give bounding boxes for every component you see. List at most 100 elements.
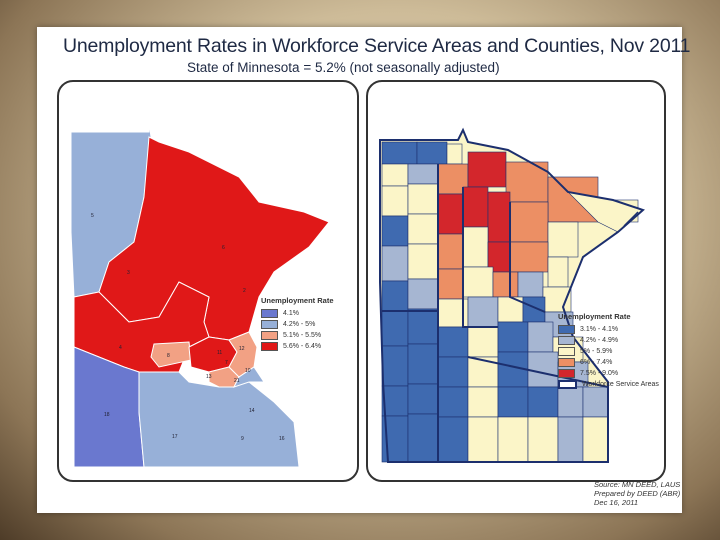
county[interactable] [407,213,439,245]
county[interactable] [497,296,524,323]
county[interactable] [407,183,439,215]
region-label: 10 [245,368,251,374]
legend-label: Workforce Service Areas [582,381,659,388]
county[interactable] [437,416,469,463]
region-metro-east[interactable] [233,366,265,388]
left-legend: Unemployment Rate 4.1% 4.2% - 5% 5.1% - … [261,296,334,352]
county[interactable] [381,245,409,282]
legend-item: 4.1% [261,308,334,319]
county[interactable] [437,193,464,235]
region-label: 21 [234,378,240,384]
region-label: 5 [91,213,94,219]
county[interactable] [381,141,418,165]
county[interactable] [437,268,464,300]
region-label: 6 [222,245,225,251]
county[interactable] [381,345,409,387]
county[interactable] [381,185,409,217]
county[interactable] [407,413,439,463]
map-title: Unemployment Rates in Workforce Service … [63,35,691,57]
county[interactable] [467,151,507,188]
county[interactable] [437,356,469,388]
county[interactable] [527,416,559,463]
legend-item: Workforce Service Areas [558,379,659,390]
pointer-line [623,211,639,227]
county[interactable] [492,271,519,298]
county[interactable] [437,326,469,358]
legend-title: Unemployment Rate [261,296,334,305]
county[interactable] [527,321,554,353]
county[interactable] [462,226,489,268]
county[interactable] [582,386,609,418]
county[interactable] [582,416,609,463]
county[interactable] [416,141,448,165]
county[interactable] [467,416,499,463]
legend-label: 3.1% - 4.1% [580,326,619,333]
county[interactable] [381,310,409,347]
county[interactable] [547,221,579,258]
county[interactable] [462,266,494,298]
county[interactable] [437,386,469,418]
county[interactable] [497,416,529,463]
legend-label: 4.2% - 5% [283,321,316,328]
county[interactable] [381,163,409,187]
legend-swatch [558,325,575,334]
county[interactable] [467,326,499,358]
legend-item: 5.1% - 5.5% [261,330,334,341]
county[interactable] [381,215,409,247]
county[interactable] [527,351,559,388]
legend-swatch [558,380,577,389]
region-label: 14 [249,408,255,414]
legend-label: 5.1% - 5.5% [283,332,322,339]
wsa-map: 5 6 3 2 18 4 8 13 12 9 17 16 14 7 11 10 … [70,121,330,468]
county[interactable] [462,186,489,228]
county-map [379,127,645,463]
legend-item: 5.6% - 6.4% [261,341,334,352]
region-label: 3 [127,270,130,276]
source-line: Dec 16, 2011 [594,498,639,507]
legend-swatch [558,347,575,356]
legend-swatch [261,331,278,340]
county[interactable] [497,386,529,418]
county[interactable] [467,386,499,418]
region-label: 18 [104,412,110,418]
county-map-panel: Unemployment Rate 3.1% - 4.1% 4.2% - 4.9… [366,80,666,482]
county[interactable] [509,241,549,273]
county[interactable] [557,416,584,463]
county[interactable] [381,280,409,312]
legend-label: 4.2% - 4.9% [580,337,619,344]
county[interactable] [437,233,464,270]
wsa-map-panel: 5 6 3 2 18 4 8 13 12 9 17 16 14 7 11 10 … [57,80,359,482]
legend-item: 6% - 7.4% [558,357,659,368]
legend-swatch [558,336,575,345]
county[interactable] [497,321,529,353]
county[interactable] [407,383,439,415]
legend-swatch [558,358,575,367]
county[interactable] [547,256,569,288]
county[interactable] [505,161,549,203]
county[interactable] [509,201,549,243]
county[interactable] [407,278,439,310]
region-south[interactable] [138,371,300,468]
region-label: 7 [225,360,228,366]
county[interactable] [381,385,409,417]
county[interactable] [467,296,499,328]
county[interactable] [407,308,439,345]
county[interactable] [527,386,559,418]
slide: Unemployment Rates in Workforce Service … [37,27,691,513]
county[interactable] [446,143,463,165]
legend-item: 4.2% - 4.9% [558,335,659,346]
region-label: 8 [167,353,170,359]
legend-item: 7.5% - 9.0% [558,368,659,379]
region-8[interactable] [150,341,192,368]
county[interactable] [487,191,511,243]
county[interactable] [407,343,439,385]
right-legend: Unemployment Rate 3.1% - 4.1% 4.2% - 4.9… [558,312,659,390]
legend-label: 5.6% - 6.4% [283,343,322,350]
county[interactable] [407,163,439,185]
region-label: 12 [239,346,245,352]
legend-item: 3.1% - 4.1% [558,324,659,335]
region-label: 16 [279,436,285,442]
county[interactable] [517,271,544,298]
county[interactable] [557,386,584,418]
county[interactable] [407,243,439,280]
